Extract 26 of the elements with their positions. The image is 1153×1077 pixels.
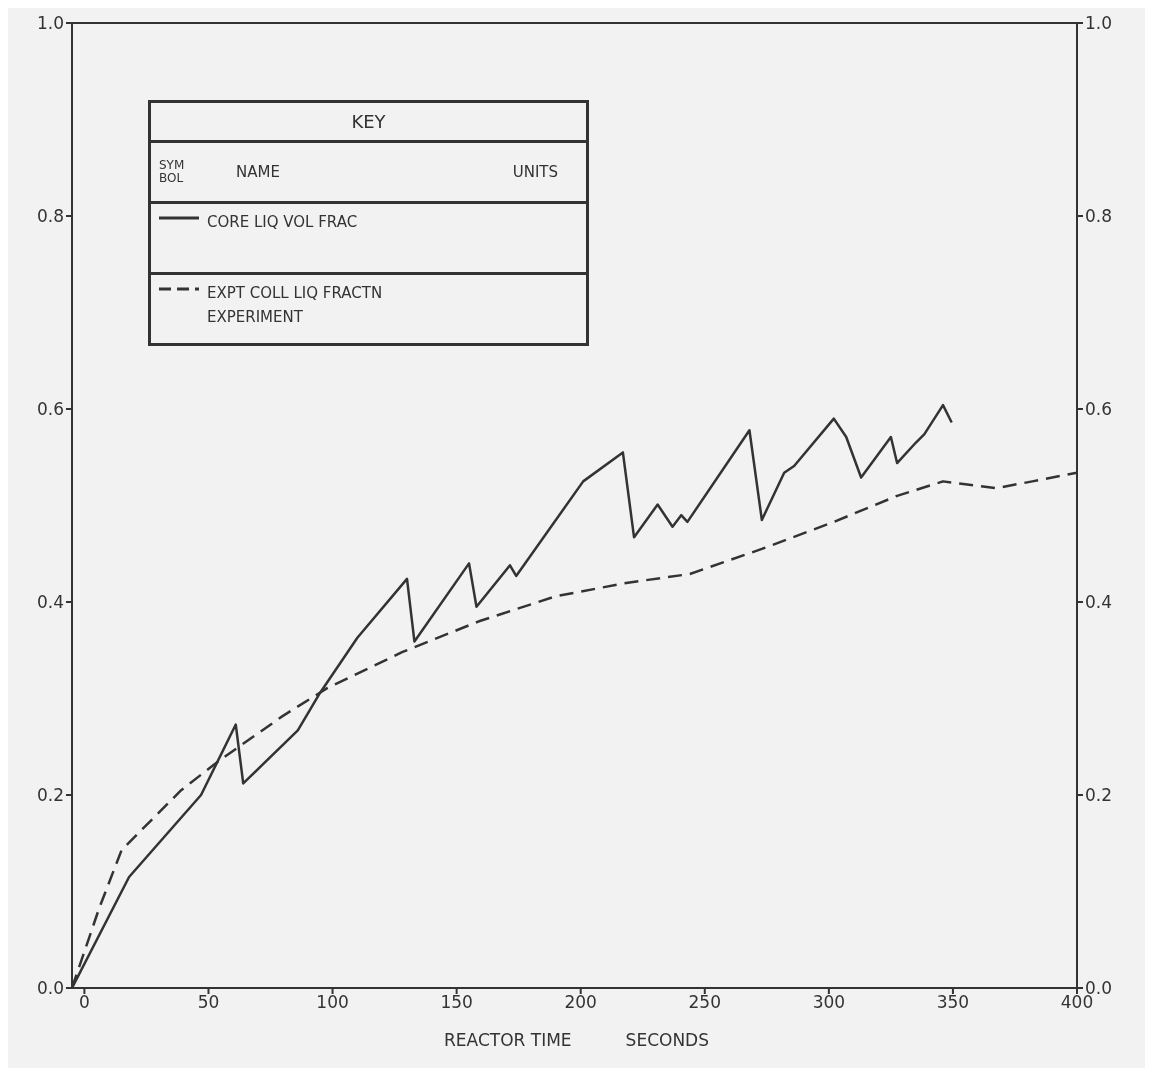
y-tick-label: 0.8: [36, 206, 64, 227]
x-axis-title: REACTOR TIME SECONDS: [443, 1030, 710, 1050]
annotation: UNITS: [512, 163, 559, 181]
y2-tick-label: 1.0: [1085, 13, 1113, 34]
x-tick-label: 300: [812, 992, 846, 1013]
y-tick-label: 0.6: [36, 399, 64, 420]
x-tick-label: 150: [440, 992, 473, 1013]
annotation: SYMBOL: [159, 158, 186, 185]
y2-tick-label: 0.2: [1085, 785, 1113, 806]
legend-label: CORE LIQ VOL FRAC: [207, 212, 359, 233]
annotation: NAME: [235, 163, 281, 181]
x-tick-label: 350: [936, 992, 970, 1013]
x-tick-label: 250: [688, 992, 721, 1013]
x-tick-label: 0: [78, 992, 90, 1013]
legend-title: KEY: [350, 110, 387, 134]
legend-label: EXPT COLL LIQ FRACTN EXPERIMENT: [207, 283, 384, 328]
y-tick-label: 0.4: [36, 592, 64, 613]
x-tick-label: 50: [197, 992, 220, 1013]
y2-tick-label: 0.4: [1085, 592, 1113, 613]
y-tick-label: 0.2: [36, 785, 64, 806]
y-tick-label: 0.0: [36, 978, 64, 999]
x-tick-label: 100: [316, 992, 349, 1013]
y-tick-label: 1.0: [36, 13, 64, 34]
y2-tick-label: 0.8: [1085, 206, 1113, 227]
x-tick-label: 200: [564, 992, 597, 1013]
y2-tick-label: 0.6: [1085, 399, 1113, 420]
